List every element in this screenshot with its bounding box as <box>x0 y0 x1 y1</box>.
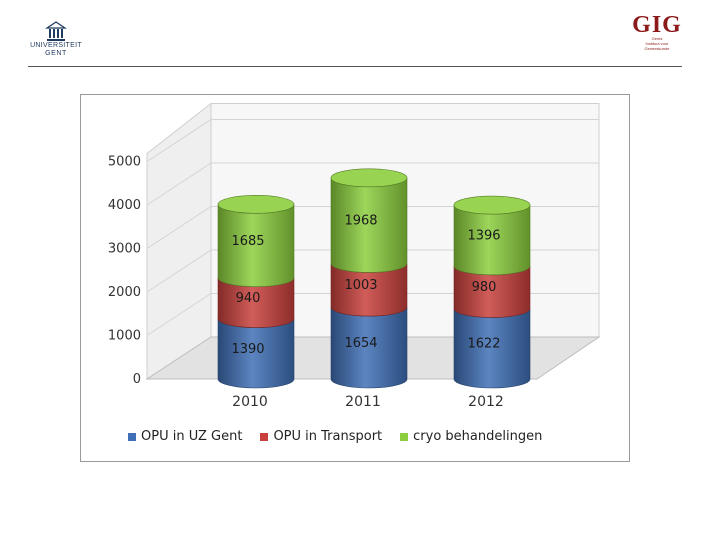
data-label: 1968 <box>344 214 377 229</box>
y-tick-label: 2000 <box>108 285 141 300</box>
chart-legend: OPU in UZ Gent OPU in Transport cryo behan… <box>128 429 560 445</box>
university-logo-line1: UNIVERSITEIT <box>30 42 82 49</box>
legend-item: OPU in Transport <box>260 429 382 444</box>
x-tick-label: 2010 <box>232 394 268 410</box>
y-tick-label: 0 <box>133 372 141 387</box>
gridline <box>146 119 599 162</box>
university-logo-line2: GENT <box>45 50 67 57</box>
data-label: 1396 <box>467 228 500 243</box>
legend-label: OPU in UZ Gent <box>141 429 243 444</box>
bar-cap-2010 <box>217 195 295 214</box>
data-label: 1622 <box>467 337 500 352</box>
legend-swatch <box>260 432 269 441</box>
legend-swatch <box>400 432 409 441</box>
university-logo: UNIVERSITEIT GENT <box>28 20 84 64</box>
chart-side-wall <box>146 102 212 380</box>
data-label: 1003 <box>344 278 377 293</box>
university-building-icon <box>45 21 67 41</box>
bar-cap-2012 <box>453 195 531 215</box>
legend-label: OPU in Transport <box>273 429 383 444</box>
chart-frame: 0 1000 2000 3000 4000 5000 1390 940 1685 2010 1654… <box>80 94 630 462</box>
y-tick-label: 1000 <box>108 329 141 344</box>
data-label: 980 <box>472 280 497 295</box>
data-label: 1390 <box>231 342 264 357</box>
legend-label: cryo behandelingen <box>413 429 543 444</box>
y-tick-label: 3000 <box>108 242 141 257</box>
institute-logo-mark: GIG <box>632 12 682 38</box>
stacked-cylinder-chart: 0 1000 2000 3000 4000 5000 1390 940 1685 2010 1654… <box>108 102 601 410</box>
institute-logo-line3: Geneeskunde <box>644 46 670 51</box>
x-tick-label: 2012 <box>468 394 504 410</box>
data-label: 1654 <box>344 336 377 351</box>
legend-item: OPU in UZ Gent <box>128 429 242 444</box>
data-label: 1685 <box>231 234 264 249</box>
institute-logo: GIG Gents Instituut voor Geneeskunde <box>628 12 686 64</box>
institute-logo-line2: Instituut voor <box>645 41 669 46</box>
gridline <box>146 162 599 206</box>
y-tick-label: 5000 <box>108 155 141 170</box>
institute-logo-line1: Gents <box>651 36 663 41</box>
legend-swatch <box>128 432 136 441</box>
header-divider <box>28 66 682 67</box>
x-tick-label: 2011 <box>345 394 381 410</box>
legend-item: cryo behandelingen <box>400 429 542 444</box>
y-tick-label: 4000 <box>108 198 141 213</box>
bar-cap-2011 <box>330 168 408 188</box>
data-label: 940 <box>236 291 261 306</box>
